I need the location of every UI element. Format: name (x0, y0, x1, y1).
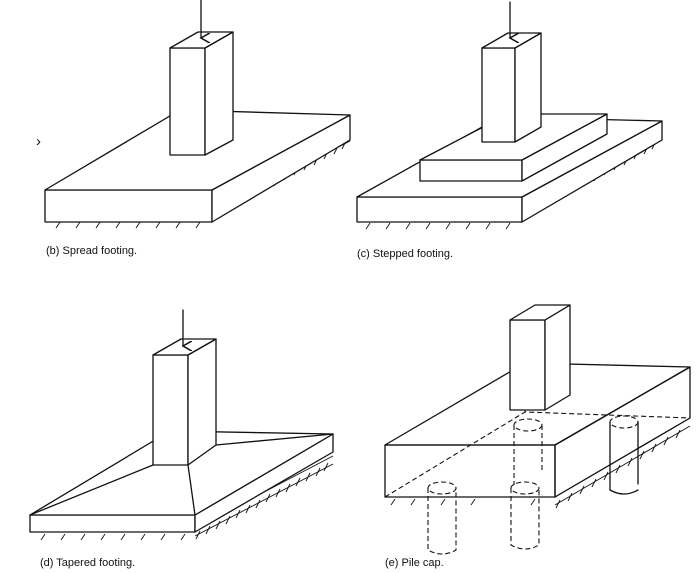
pile-rear-left (513, 418, 543, 485)
caption-tapered-footing: (d) Tapered footing. (40, 557, 135, 569)
column-front-face (169, 47, 206, 156)
ground-hatch-icon (390, 417, 691, 509)
caption-pile-cap: (e) Pile cap. (385, 557, 444, 569)
column (169, 31, 234, 156)
pile-front-middle (510, 481, 540, 550)
panel-spread-footing: (b) Spread footing. (44, 0, 351, 257)
column (481, 32, 542, 143)
ground-hatch-icon (40, 455, 334, 541)
column (509, 304, 571, 411)
tapered-base (29, 430, 334, 533)
pile-front-left (427, 481, 457, 555)
column (152, 338, 217, 466)
slab-front-face (44, 189, 213, 223)
cap-front-face (384, 444, 556, 498)
panel-pile-cap: (e) Pile cap. (384, 304, 691, 569)
column-side-face (204, 31, 234, 156)
piles-hidden (427, 415, 639, 555)
caption-stepped-footing: (c) Stepped footing. (357, 248, 453, 260)
stray-mark: › (36, 133, 41, 150)
cap-side-face (554, 366, 691, 498)
caption-spread-footing: (b) Spread footing. (46, 245, 137, 257)
panel-stepped-footing: (c) Stepped footing. (356, 1, 663, 260)
pile-rear-right (609, 415, 639, 495)
panel-tapered-footing: (d) Tapered footing. (29, 309, 334, 569)
slope-edges (29, 430, 334, 516)
base-front-face (29, 514, 196, 533)
cap-top-face (384, 362, 691, 446)
